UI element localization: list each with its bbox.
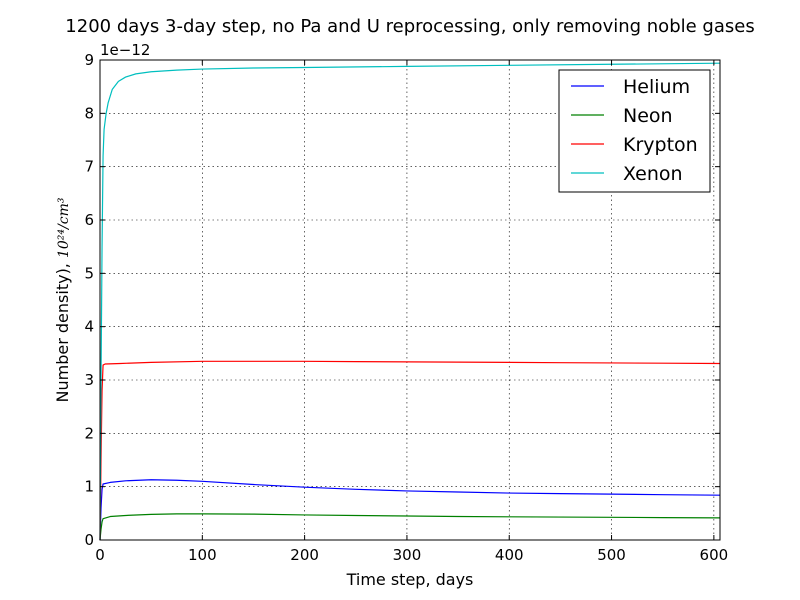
y-axis-label-unit: 10²⁴/cm³ bbox=[56, 197, 72, 258]
legend-label-neon: Neon bbox=[623, 105, 673, 127]
y-tick-label: 1 bbox=[84, 478, 94, 496]
y-tick-label: 4 bbox=[84, 318, 94, 336]
x-tick-label: 600 bbox=[700, 546, 729, 564]
x-tick-label: 200 bbox=[290, 546, 319, 564]
legend-label-helium: Helium bbox=[623, 76, 690, 98]
chart-title: 1200 days 3-day step, no Pa and U reproc… bbox=[65, 16, 754, 37]
series-group bbox=[99, 62, 721, 541]
y-tick-label: 7 bbox=[84, 158, 94, 176]
x-tick-label: 100 bbox=[188, 546, 217, 564]
axis-ticks: 0 100 200 300 400 500 600 0 1 2 3 4 5 6 7 8 9 bbox=[84, 51, 728, 564]
x-tick-label: 300 bbox=[393, 546, 422, 564]
x-tick-label: 0 bbox=[95, 546, 105, 564]
y-tick-label: 0 bbox=[84, 531, 94, 549]
legend: Helium Neon Krypton Xenon bbox=[558, 69, 711, 193]
y-tick-label: 6 bbox=[84, 211, 94, 229]
y-axis-label: Number density), 10²⁴/cm³ bbox=[53, 197, 72, 402]
y-tick-label: 3 bbox=[84, 371, 94, 389]
legend-label-krypton: Krypton bbox=[623, 134, 698, 156]
x-axis-label: Time step, days bbox=[346, 570, 474, 589]
x-tick-label: 500 bbox=[597, 546, 626, 564]
x-tick-label: 400 bbox=[495, 546, 524, 564]
y-tick-label: 2 bbox=[84, 424, 94, 442]
series-line-krypton bbox=[99, 360, 721, 541]
plot-frame bbox=[99, 59, 721, 541]
y-axis-multiplier: 1e−12 bbox=[100, 41, 150, 59]
series-line-helium bbox=[99, 479, 721, 541]
y-tick-label: 9 bbox=[84, 51, 94, 69]
y-axis-label-prefix: Number density), bbox=[53, 258, 72, 402]
series-line-neon bbox=[99, 513, 721, 541]
legend-label-xenon: Xenon bbox=[623, 163, 683, 185]
legend-frame bbox=[558, 69, 711, 193]
series-line-xenon bbox=[99, 62, 721, 541]
y-tick-label: 5 bbox=[84, 264, 94, 282]
y-tick-label: 8 bbox=[84, 104, 94, 122]
